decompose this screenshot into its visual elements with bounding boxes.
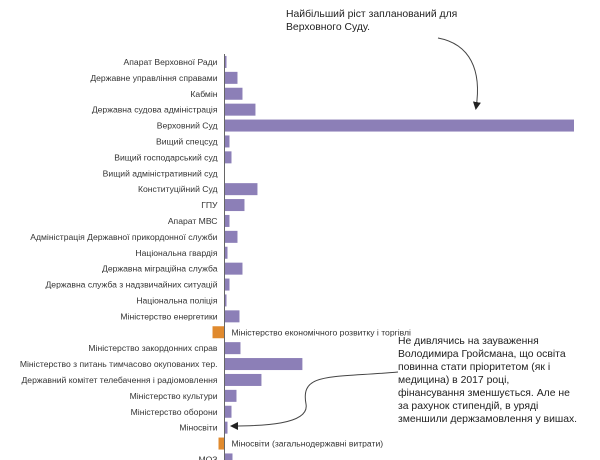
bar [224,421,228,434]
bar [224,262,243,275]
bar [224,342,241,355]
category-label: Міністерство закордонних справ [88,343,218,353]
bar [224,246,228,259]
annotation-mid: Не дивлячись на зауваження Володимира Гр… [398,335,583,426]
bar [224,183,258,196]
bar [224,135,230,148]
bar [224,214,230,227]
category-label: Міносвіти (загальнодержавні витрати) [232,439,384,449]
category-label: Державна міграційна служба [102,264,218,274]
bar [224,71,238,84]
bar [224,358,303,371]
category-label: Державний комітет телебачення і радіомов… [21,375,217,385]
bar [224,230,238,243]
category-label: ГПУ [201,200,218,210]
category-label: Вищий господарський суд [114,152,217,162]
annotation-arrow-mid [230,371,399,430]
category-label: Державна судова адміністрація [92,105,218,115]
category-label: Національна гвардія [135,248,217,258]
category-label: Міністерство з питань тимчасово окупован… [20,359,218,369]
category-label: Апарат Верховної Ради [124,57,218,67]
category-label: Міністерство оборони [131,407,218,417]
category-label: Вищий адміністративний суд [103,168,218,178]
category-label: Міністерство енергетики [120,311,217,321]
bar [212,326,225,339]
bar [224,389,237,402]
bar [224,278,230,291]
bar [224,119,574,132]
bar [224,151,232,164]
annotation-mid-line: фінансування зменшується. Але не [398,388,570,399]
annotation-arrow-top [437,37,481,110]
category-label: Апарат МВС [168,216,218,226]
bar [224,453,233,460]
bar [224,199,245,212]
annotation-top-line: Верховного Суду. [286,22,370,33]
category-label: Національна поліція [136,295,218,305]
category-label: Державна служба з надзвичайних ситуацій [45,280,217,290]
annotation-mid-line: Не дивлячись на зауваження [398,336,539,347]
annotation-mid-line: зменшили держзамовлення у вишах. [398,414,578,425]
category-label: Міносвіти [179,423,217,433]
category-label: МОЗ [198,454,217,460]
annotation-mid-line: за рахунок стипендій, в уряді [398,401,539,412]
bar [218,437,225,450]
annotation-mid-line: Володимира Гройсмана, що освіта [398,349,566,360]
category-labels: Апарат Верховної Ради Державне управління… [20,57,411,460]
bar [224,294,227,307]
annotation-top: Найбільший ріст запланований для Верховн… [286,8,486,34]
bar [224,373,262,386]
category-label: Міністерство культури [130,391,218,401]
bar [224,87,243,100]
bar [224,405,232,418]
category-label: Верховний Суд [157,121,218,131]
category-label: Адміністрація Державної прикордонної слу… [30,232,217,242]
category-label: Кабмін [190,89,217,99]
bar [224,55,227,68]
bar [224,310,240,323]
category-label: Міністерство економічного розвитку і тор… [232,327,412,337]
bars-layer [212,55,574,460]
category-label: Вищий спецсуд [156,136,217,146]
bar [224,103,256,116]
annotation-top-line: Найбільший ріст запланований для [286,9,458,20]
annotation-mid-line: медицина) в 2017 році, [398,375,510,386]
category-label: Конституційний Суд [138,184,218,194]
annotation-mid-line: повинна стати пріоритетом (як і [398,362,551,373]
category-label: Державне управління справами [90,73,217,83]
